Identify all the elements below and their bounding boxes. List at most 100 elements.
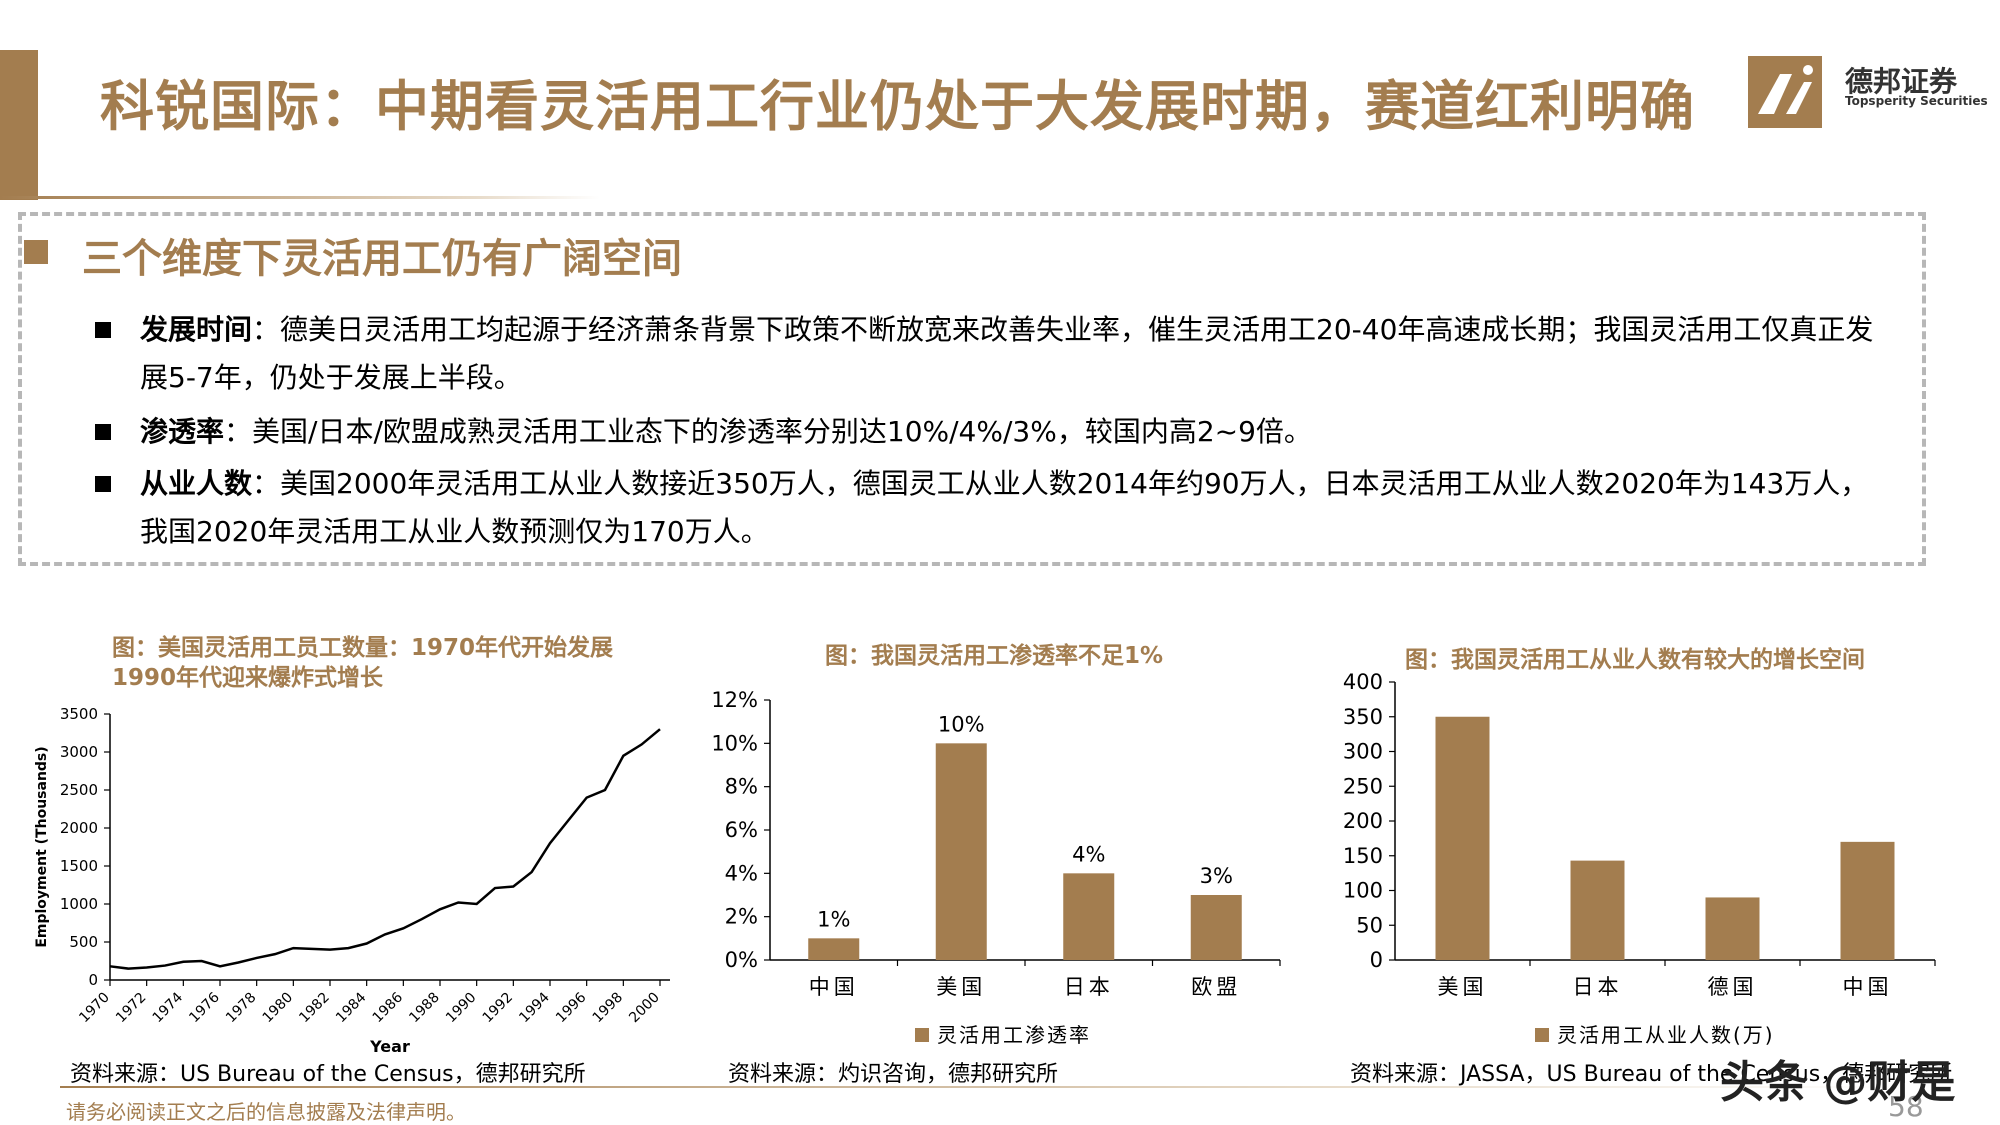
y-tick-label: 300 [1343,740,1383,764]
bullet-text: ：美国2000年灵活用工从业人数接近350万人，德国灵工从业人数2014年约90… [140,467,1869,548]
chart1-caption-line1: 图：美国灵活用工员工数量：1970年代开始发展 [112,635,614,661]
chart3-source: 资料来源：JASSA，US Bureau of the Census，德邦研究所 [1350,1062,1953,1087]
brand-name-cn: 德邦证券 [1845,65,1958,98]
y-tick-label: 0 [1370,948,1383,972]
bar-3 [1063,873,1115,960]
bar-data-label: 4% [1072,842,1105,866]
y-tick-label: 2500 [60,781,98,799]
bullet-employee-count: 从业人数：美国2000年灵活用工从业人数接近350万人，德国灵工从业人数2014… [95,460,1875,556]
title-underline [0,196,600,199]
x-category-label: 日本 [1064,975,1114,999]
bar-1 [1435,716,1490,960]
bullet-text: ：德美日灵活用工均起源于经济萧条背景下政策不断放宽来改善失业率，催生灵活用工20… [140,313,1874,394]
chart3-caption: 图：我国灵活用工从业人数有较大的增长空间 [1405,647,1865,673]
watermark: 头条 @财是 [1720,1057,1956,1108]
bullet-square-icon [95,424,111,440]
y-tick-label: 0% [725,948,758,972]
bullet-label: 从业人数 [140,467,253,500]
x-tick-label: 1992 [480,990,517,1027]
x-tick-label: 1974 [150,989,187,1026]
bar-4 [1840,841,1895,960]
bullet-label: 渗透率 [140,415,225,448]
y-tick-label: 500 [69,933,98,951]
y-axis-title: Employment (Thousands) [34,746,50,947]
x-tick-label: 1978 [223,990,260,1027]
employment-line-chart: 0 500 1000 1500 2000 2500 3000 3500 1970 1972 1974… [34,705,670,1056]
summary-heading: 三个维度下灵活用工仍有广阔空间 [82,236,682,282]
x-tick-label: 1994 [516,989,553,1026]
chart1-caption-line2: 1990年代迎来爆炸式增长 [112,665,384,691]
page-number: 58 [1888,1090,1924,1123]
bullet-square-icon [95,476,111,492]
footer-disclaimer: 请务必阅读正文之后的信息披露及法律声明。 [66,1100,466,1124]
x-tick-label: 1984 [333,989,370,1026]
legend-label: 灵活用工渗透率 [937,1023,1091,1047]
bar-1 [808,938,860,960]
x-tick-label: 1996 [553,989,590,1026]
y-tick-label: 12% [711,688,758,712]
bullet-label: 发展时间 [140,313,253,346]
y-tick-label: 0 [88,971,98,989]
legend-swatch [1535,1028,1549,1042]
y-tick-label: 8% [725,775,758,799]
x-tick-label: 2000 [626,990,663,1027]
bar-4 [1190,895,1242,960]
x-tick-label: 1972 [113,990,150,1027]
workers-bar-chart: 0 50 100 150 200 250 300 350 400 美国 日本 德国 中国灵活用工从业人数… [1343,670,1936,1047]
bar-data-label: 3% [1200,864,1233,888]
x-tick-label: 1980 [260,990,297,1027]
x-tick-label: 1986 [370,989,407,1026]
x-category-label: 美国 [1438,975,1488,999]
y-tick-label: 2% [725,905,758,929]
chart2-caption: 图：我国灵活用工渗透率不足1% [825,643,1164,669]
title-accent-bar [0,50,38,200]
bar-data-label: 10% [938,712,985,736]
bar-data-label: 1% [817,907,850,931]
footer-rule [60,1086,1900,1088]
brand-name-en: Topsperity Securities [1845,94,1988,108]
y-tick-label: 1500 [60,857,98,875]
y-tick-label: 6% [725,818,758,842]
y-tick-label: 100 [1343,879,1383,903]
bullet-development-time: 发展时间：德美日灵活用工均起源于经济萧条背景下政策不断放宽来改善失业率，催生灵活… [95,306,1875,402]
chart2-source: 资料来源：灼识咨询，德邦研究所 [728,1062,1059,1087]
legend-label: 灵活用工从业人数(万) [1557,1023,1775,1047]
x-category-label: 中国 [809,975,859,999]
y-tick-label: 350 [1343,705,1383,729]
chart1-source: 资料来源：US Bureau of the Census，德邦研究所 [70,1062,586,1087]
x-category-label: 德国 [1708,975,1758,999]
x-axis-title: Year [369,1037,410,1056]
x-tick-label: 1990 [443,990,480,1027]
brand-logo-icon [1748,56,1822,128]
x-category-label: 日本 [1573,975,1623,999]
bar-2 [1570,860,1625,960]
x-tick-label: 1982 [296,990,333,1027]
employment-series-line [109,728,661,970]
y-tick-label: 10% [711,731,758,755]
x-tick-label: 1998 [590,990,627,1027]
page-title: 科锐国际：中期看灵活用工行业仍处于大发展时期，赛道红利明确 [100,75,1695,138]
y-tick-label: 250 [1343,774,1383,798]
legend-swatch [915,1028,929,1042]
bullet-text: ：美国/日本/欧盟成熟灵活用工业态下的渗透率分别达10%/4%/3%，较国内高2… [224,415,1312,448]
y-tick-label: 50 [1356,913,1383,937]
summary-box [18,212,1926,566]
y-tick-label: 2000 [60,819,98,837]
y-tick-label: 1000 [60,895,98,913]
y-tick-label: 400 [1343,670,1383,694]
x-tick-label: 1970 [76,990,113,1027]
heading-square-icon [24,240,48,264]
bullet-penetration-rate: 渗透率：美国/日本/欧盟成熟灵活用工业态下的渗透率分别达10%/4%/3%，较国… [95,408,1875,456]
y-tick-label: 150 [1343,844,1383,868]
bullet-square-icon [95,322,111,338]
bar-3 [1705,897,1760,960]
y-tick-label: 3000 [60,743,98,761]
x-tick-label: 1988 [406,990,443,1027]
x-category-label: 美国 [936,975,986,999]
bar-2 [935,743,987,960]
y-tick-label: 3500 [60,705,98,723]
x-category-label: 中国 [1843,975,1893,999]
x-tick-label: 1976 [186,989,223,1026]
x-category-label: 欧盟 [1191,975,1241,999]
